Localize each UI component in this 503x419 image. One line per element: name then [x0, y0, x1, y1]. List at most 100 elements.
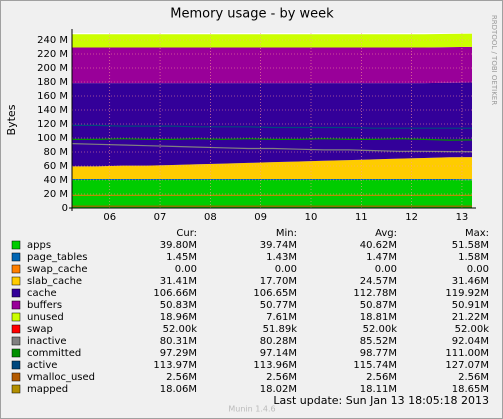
stats-header: Max: [465, 228, 489, 239]
y-tick-label: 40 M [43, 175, 68, 186]
footer: Last update: Sun Jan 13 18:05:18 2013 [273, 394, 489, 407]
legend-stat: 52.00k [363, 324, 398, 335]
y-axis-label: Bytes [5, 104, 18, 135]
legend-stat: 2.56M [458, 372, 489, 383]
legend-swatch [11, 384, 21, 394]
x-tick-label: 12 [405, 212, 418, 223]
legend-label: apps [27, 240, 51, 251]
legend-swatch [11, 348, 21, 358]
legend-stat: 51.58M [452, 240, 489, 251]
y-tick-label: 80 M [43, 147, 68, 158]
legend-stat: 119.92M [445, 288, 489, 299]
legend-stat: 113.96M [253, 360, 297, 371]
legend-stat: 18.06M [160, 384, 197, 395]
stats-header: Avg: [375, 228, 397, 239]
legend-swatch [11, 372, 21, 382]
line [72, 124, 473, 129]
y-tick-label: 220 M [37, 49, 68, 60]
legend-swatch [11, 336, 21, 346]
legend-stat: 80.31M [160, 336, 197, 347]
legend-stat: 17.70M [260, 276, 297, 287]
y-tick-label: 140 M [37, 105, 68, 116]
x-tick-label: 10 [305, 212, 318, 223]
legend-stat: 2.56M [266, 372, 297, 383]
legend-stat: 1.43M [266, 252, 297, 263]
legend-stat: 1.58M [458, 252, 489, 263]
legend-stat: 2.56M [166, 372, 197, 383]
legend-label: cache [27, 288, 57, 299]
legend-stat: 106.65M [253, 288, 297, 299]
y-tick-label: 20 M [43, 189, 68, 200]
legend-stat: 1.47M [366, 252, 397, 263]
legend-stat: 113.97M [153, 360, 197, 371]
legend-label: unused [27, 312, 64, 323]
legend-label: vmalloc_used [27, 372, 95, 383]
legend-stat: 50.91M [452, 300, 489, 311]
x-tick-label: 13 [456, 212, 469, 223]
area [72, 180, 472, 208]
legend-stat: 18.65M [452, 384, 489, 395]
legend-swatch [11, 324, 21, 334]
legend-stat: 52.00k [163, 324, 198, 335]
legend-stat: 24.57M [360, 276, 397, 287]
area [72, 157, 472, 180]
legend-stat: 31.41M [160, 276, 197, 287]
area [72, 46, 472, 84]
legend-stat: 0.00 [275, 264, 297, 275]
legend-stat: 97.29M [160, 348, 197, 359]
y-tick-label: 100 M [37, 133, 68, 144]
legend-label: swap [27, 324, 53, 335]
legend-label: committed [27, 348, 81, 359]
legend-stat: 0.00 [175, 264, 197, 275]
legend-stat: 31.46M [452, 276, 489, 287]
legend-stat: 39.74M [260, 240, 297, 251]
chart-title: Memory usage - by week [170, 7, 334, 22]
legend-stat: 50.87M [360, 300, 397, 311]
y-tick-label: 160 M [37, 91, 68, 102]
legend-stat: 111.00M [445, 348, 489, 359]
y-tick-label: 180 M [37, 77, 68, 88]
legend-label: slab_cache [27, 276, 82, 287]
legend-stat: 21.22M [452, 312, 489, 323]
legend-stat: 127.07M [445, 360, 489, 371]
legend-stat: 51.89k [263, 324, 298, 335]
legend-stat: 1.45M [166, 252, 197, 263]
legend-stat: 0.00 [375, 264, 397, 275]
y-tick-label: 60 M [43, 161, 68, 172]
legend-label: inactive [27, 336, 67, 347]
legend-stat: 85.52M [360, 336, 397, 347]
legend-stat: 7.61M [266, 312, 297, 323]
legend-label: active [27, 360, 57, 371]
legend-stat: 52.00k [455, 324, 490, 335]
x-tick-label: 09 [254, 212, 267, 223]
legend-swatch [11, 276, 21, 286]
legend-stat: 112.78M [353, 288, 397, 299]
line [72, 138, 473, 141]
side-text: RRDTOOL / TOBI OETIKER [490, 15, 498, 105]
legend-swatch [11, 312, 21, 322]
y-tick-label: 240 M [37, 35, 68, 46]
area [72, 82, 472, 167]
y-tick-label: 120 M [37, 119, 68, 130]
x-tick-label: 06 [103, 212, 116, 223]
legend-swatch [11, 240, 21, 250]
legend-stat: 115.74M [353, 360, 397, 371]
legend-stat: 50.77M [260, 300, 297, 311]
stats-header: Cur: [176, 228, 197, 239]
version: Munin 1.4.6 [228, 405, 275, 414]
legend-stat: 39.80M [160, 240, 197, 251]
legend-stat: 18.81M [360, 312, 397, 323]
x-tick-label: 08 [204, 212, 217, 223]
legend-stat: 18.96M [160, 312, 197, 323]
legend-stat: 97.14M [260, 348, 297, 359]
legend-stat: 18.02M [260, 384, 297, 395]
legend-stat: 106.66M [153, 288, 197, 299]
area [72, 33, 472, 48]
legend-label: mapped [27, 384, 68, 395]
legend-label: buffers [27, 300, 62, 311]
legend-swatch [11, 300, 21, 310]
legend-swatch [11, 252, 21, 262]
legend-stat: 18.11M [360, 384, 397, 395]
stats-header: Min: [276, 228, 297, 239]
x-tick-label: 07 [154, 212, 167, 223]
